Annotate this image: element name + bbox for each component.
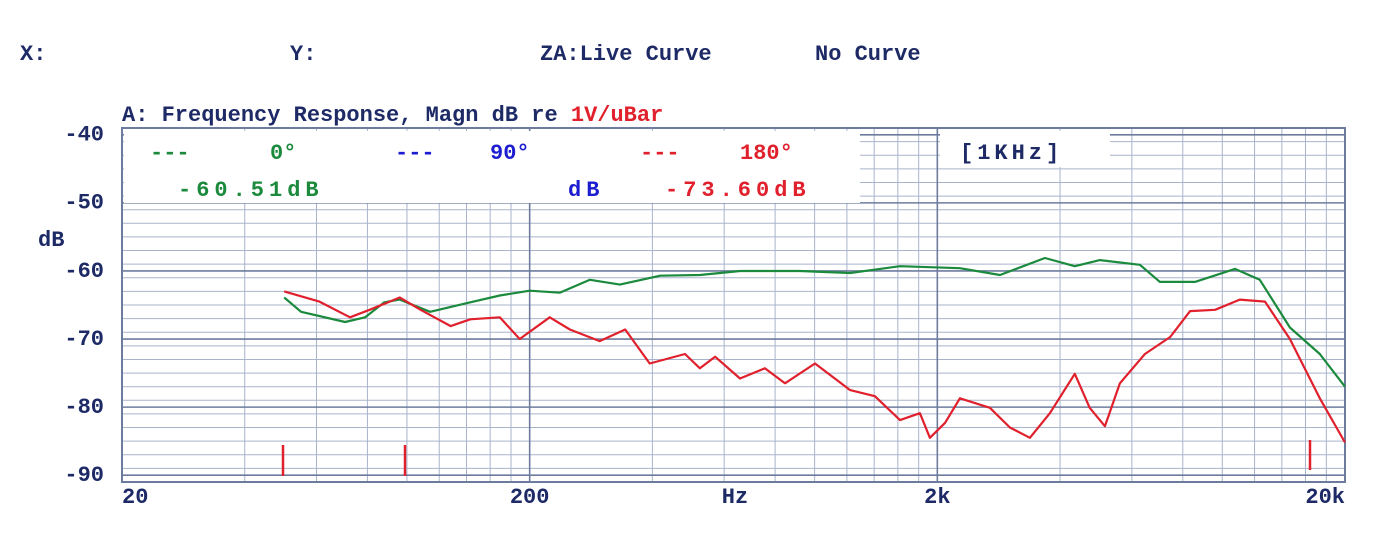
legend-dash: --- bbox=[150, 141, 190, 166]
x-tick-label: 20 bbox=[122, 485, 148, 510]
legend-dash: --- bbox=[395, 141, 435, 166]
readout: -60.51dB bbox=[178, 178, 324, 203]
curve bbox=[283, 290, 1346, 444]
x-tick-label: 20k bbox=[1305, 485, 1345, 510]
no-curve-label: No Curve bbox=[815, 42, 921, 67]
y-tick-label: -90 bbox=[64, 463, 104, 488]
y-tick-label: -80 bbox=[64, 395, 104, 420]
legend-background bbox=[124, 131, 860, 203]
legend-entry: 90° bbox=[490, 141, 530, 166]
note: [1KHz] bbox=[960, 141, 1063, 166]
note-background bbox=[940, 131, 1110, 167]
y-axis-label: dB bbox=[38, 228, 64, 253]
title-unit: 1V/uBar bbox=[571, 103, 663, 128]
za-label: ZA:Live Curve bbox=[540, 42, 712, 67]
chart-title: A: Frequency Response, Magn dB re 1V/uBa… bbox=[122, 103, 663, 128]
y-tick-label: -50 bbox=[64, 191, 104, 216]
y-readout-label: Y: bbox=[290, 42, 316, 67]
readout: dB bbox=[568, 178, 604, 203]
x-tick-label: 200 bbox=[510, 485, 550, 510]
y-tick-label: -70 bbox=[64, 327, 104, 352]
x-axis-label: Hz bbox=[722, 485, 748, 510]
y-tick-label: -60 bbox=[64, 259, 104, 284]
x-readout-label: X: bbox=[20, 42, 46, 67]
title-text: A: Frequency Response, Magn dB re bbox=[122, 103, 558, 128]
x-tick-label: 2k bbox=[924, 485, 950, 510]
legend-entry: 0° bbox=[270, 141, 296, 166]
grid bbox=[121, 127, 1346, 483]
readout: -73.60dB bbox=[665, 178, 811, 203]
y-tick-label: -40 bbox=[64, 123, 104, 148]
legend-entry: 180° bbox=[740, 141, 793, 166]
legend-dash: --- bbox=[640, 141, 680, 166]
